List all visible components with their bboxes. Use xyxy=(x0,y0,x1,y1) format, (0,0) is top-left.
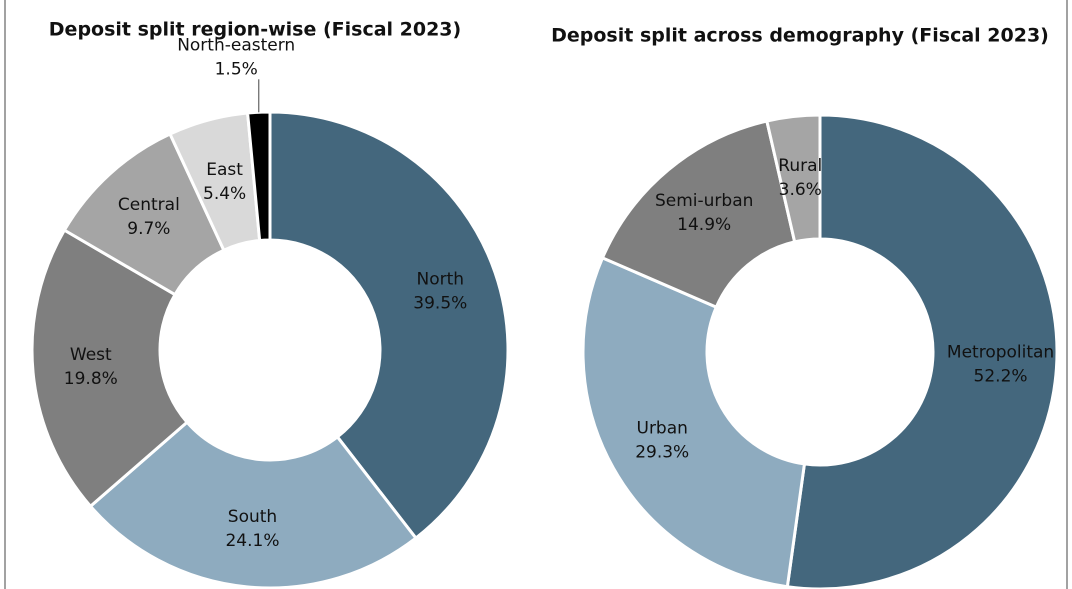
slice-label: Urban xyxy=(637,419,688,439)
slice-value: 19.8% xyxy=(64,369,118,389)
slice-value: 39.5% xyxy=(413,294,467,314)
slice-label: North-eastern xyxy=(177,35,295,55)
slice-label: Central xyxy=(118,195,180,215)
donut-slice xyxy=(88,420,418,589)
slice-value: 3.6% xyxy=(779,180,822,200)
slice-label: West xyxy=(70,345,112,365)
chart-title: Deposit split region-wise (Fiscal 2023) xyxy=(49,19,461,41)
slice-value: 14.9% xyxy=(677,215,731,235)
slice-label: North xyxy=(417,270,465,290)
slice-value: 5.4% xyxy=(203,184,246,204)
slice-label: Rural xyxy=(778,156,822,176)
donut-slice xyxy=(581,255,807,589)
slice-label: South xyxy=(228,507,277,527)
chart-title: Deposit split across demography (Fiscal … xyxy=(551,25,1049,47)
donut-slice xyxy=(600,119,797,310)
slice-label: Semi-urban xyxy=(655,191,753,211)
slice-value: 29.3% xyxy=(635,443,689,463)
donut-slice xyxy=(245,110,272,243)
donut-slice xyxy=(30,228,190,509)
slice-label: Metropolitan xyxy=(947,342,1054,362)
slice-value: 1.5% xyxy=(215,59,258,79)
donut-slice xyxy=(765,113,822,244)
slice-value: 24.1% xyxy=(225,531,279,551)
donut-slice xyxy=(268,110,510,541)
slice-value: 9.7% xyxy=(127,219,170,239)
donut-slice xyxy=(785,113,1059,589)
slice-label: East xyxy=(206,160,243,180)
slice-value: 52.2% xyxy=(974,366,1028,386)
